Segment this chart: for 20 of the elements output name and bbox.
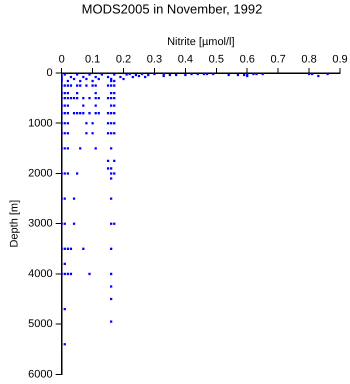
x-tick-label: 0.8 bbox=[301, 53, 317, 66]
y-tick-label: 1000 bbox=[28, 117, 53, 130]
x-tick-label: 0.9 bbox=[332, 53, 348, 66]
x-tick-label: 0.6 bbox=[240, 53, 255, 66]
x-tick-label: 0.4 bbox=[178, 53, 194, 66]
y-tick-label: 4000 bbox=[28, 268, 53, 280]
y-tick-label: 6000 bbox=[28, 368, 53, 380]
y-tick-label: 5000 bbox=[28, 318, 53, 330]
y-tick-label: 2000 bbox=[28, 168, 53, 180]
x-tick-label: 0.3 bbox=[146, 53, 162, 66]
x-tick-label: 0.5 bbox=[208, 53, 224, 66]
y-axis-title: Depth [m] bbox=[8, 200, 21, 248]
x-tick-label: 0.7 bbox=[270, 53, 286, 66]
x-axis-title: Nitrite [µmol/l] bbox=[167, 36, 235, 48]
y-tick-label: 0 bbox=[46, 67, 53, 80]
x-tick-label: 0.1 bbox=[84, 53, 100, 66]
chart-title: MODS2005 in November, 1992 bbox=[82, 1, 262, 16]
x-tick-label: 0.2 bbox=[116, 53, 132, 66]
y-tick-label: 3000 bbox=[28, 218, 53, 230]
x-tick-label: 0 bbox=[58, 53, 65, 66]
